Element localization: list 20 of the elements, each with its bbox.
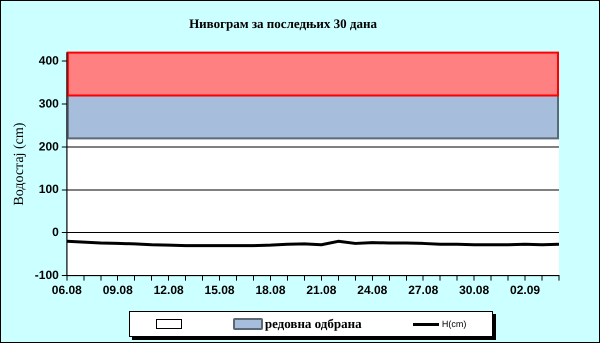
y-tick-label: 400 <box>38 53 60 68</box>
x-tick-label: 09.08 <box>102 283 134 298</box>
x-tick-label: 18.08 <box>255 283 286 298</box>
y-tick-label: 0 <box>52 225 60 240</box>
x-tick-label: 30.08 <box>459 283 490 298</box>
y-axis-title: Водостај (cm) <box>12 122 28 206</box>
legend-label: H(cm) <box>442 319 466 329</box>
x-tick-label: 02.09 <box>510 283 540 298</box>
x-tick-label: 24.08 <box>357 283 388 298</box>
x-tick-label: 27.08 <box>408 283 439 298</box>
y-tick-label: 300 <box>38 96 60 110</box>
y-tick-label: 200 <box>38 139 60 154</box>
y-tick-label: -100 <box>34 268 60 282</box>
x-tick-label: 15.08 <box>204 283 235 298</box>
legend-label: редовна одбрана <box>264 316 362 332</box>
chart-title: Нивограм за последњих 30 дана <box>189 16 378 32</box>
x-tick-label: 21.08 <box>306 283 337 298</box>
y-tick-label: 100 <box>38 182 60 196</box>
x-tick-label: 06.08 <box>52 283 82 298</box>
x-tick-label: 12.08 <box>154 283 184 298</box>
